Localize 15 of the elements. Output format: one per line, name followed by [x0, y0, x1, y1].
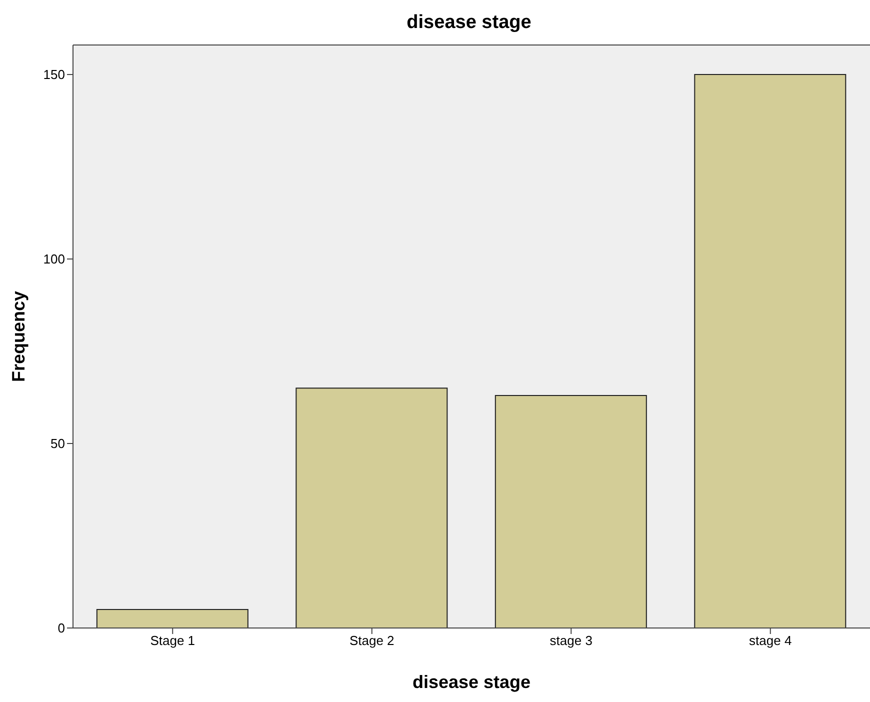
x-axis-title: disease stage	[412, 672, 531, 692]
chart-title: disease stage	[406, 11, 532, 35]
x-tick-label: stage 3	[550, 633, 592, 648]
x-tick-label: Stage 2	[349, 633, 394, 648]
y-tick-label: 50	[50, 436, 65, 452]
bar	[96, 609, 248, 628]
bar	[494, 395, 647, 628]
y-tick-label: 0	[58, 620, 65, 636]
y-tick-label: 100	[43, 252, 65, 267]
bar	[694, 74, 846, 628]
x-tick-label: stage 4	[749, 633, 792, 648]
bar	[296, 388, 448, 628]
y-tick-label: 150	[43, 67, 65, 82]
y-axis-title: Frequency	[8, 290, 28, 382]
x-tick-label: Stage 1	[150, 633, 196, 648]
